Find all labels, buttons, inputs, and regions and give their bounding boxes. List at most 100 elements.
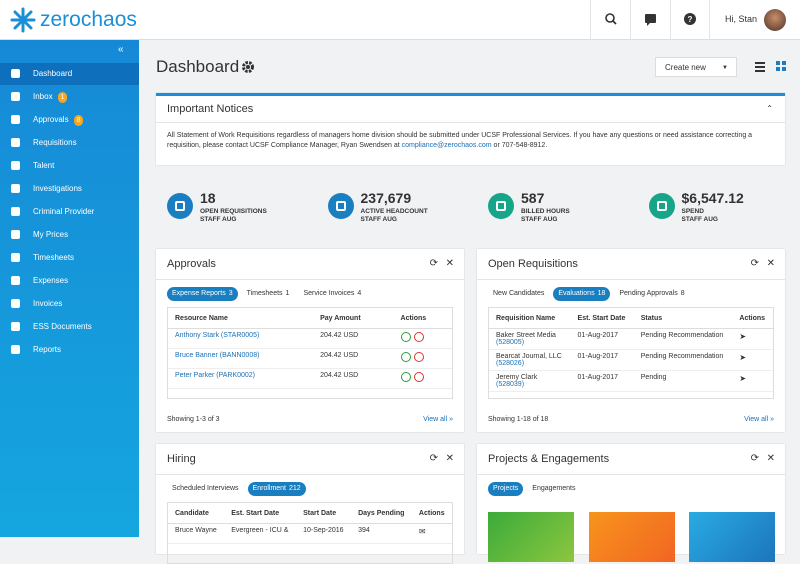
cell[interactable]: Peter Parker (PARK0002) — [168, 368, 314, 389]
nav-item[interactable]: Investigations — [0, 178, 139, 200]
nav-label: Criminal Provider — [33, 201, 94, 223]
stat-label: ACTIVE HEADCOUNT — [360, 208, 428, 215]
nav-item[interactable]: Approvals 8 — [0, 109, 139, 131]
close-button[interactable]: ✕ — [766, 453, 775, 464]
create-new-dropdown[interactable]: Create new ▼ — [655, 57, 737, 77]
refresh-button[interactable]: ⟳ — [750, 258, 759, 269]
nav-item[interactable]: Talent — [0, 155, 139, 177]
close-button[interactable]: ✕ — [445, 453, 454, 464]
close-button[interactable]: ✕ — [445, 258, 454, 269]
nav-icon — [11, 138, 20, 147]
cell: 204.42 USD — [313, 368, 394, 389]
cell: Pending — [633, 370, 733, 392]
nav-text: Dashboard — [33, 69, 73, 78]
approve-button[interactable] — [400, 332, 411, 342]
nav-text: Investigations — [33, 184, 82, 193]
panel-title: Projects & Engagements — [488, 453, 610, 465]
reject-button[interactable] — [413, 352, 424, 362]
row: Peter Parker (PARK0002) 204.42 USD — [168, 368, 452, 389]
actions: ➤ — [732, 370, 773, 392]
close-button[interactable]: ✕ — [766, 258, 775, 269]
nav-item[interactable]: Inbox 1 — [0, 86, 139, 108]
action-button[interactable]: ✉ — [418, 527, 426, 536]
nav-item[interactable]: Criminal Provider — [0, 201, 139, 223]
req-name: Baker Street Media — [496, 332, 556, 339]
project-tile[interactable] — [488, 512, 574, 562]
view-all-link[interactable]: View all » — [744, 416, 774, 423]
tab[interactable]: Enrollment 212 — [247, 482, 306, 496]
cell[interactable]: Anthony Stark (STAR0005) — [168, 328, 314, 349]
column-header: Days Pending — [351, 503, 412, 524]
column-header: Resource Name — [168, 308, 314, 329]
notices-link[interactable]: compliance@zerochaos.com — [401, 142, 492, 149]
nav-label: Invoices — [33, 293, 62, 315]
action-button[interactable]: ➤ — [739, 353, 747, 362]
tabs: New Candidates Evaluations 18 Pending Appro… — [488, 287, 694, 301]
collapse-button[interactable]: « — [118, 44, 124, 55]
nav-text: Inbox — [33, 92, 53, 101]
nav-item[interactable]: Expenses — [0, 270, 139, 292]
refresh-button[interactable]: ⟳ — [429, 258, 438, 269]
tab[interactable]: New Candidates — [488, 287, 549, 301]
project-tile[interactable] — [689, 512, 775, 562]
help-button[interactable]: ? — [670, 0, 710, 40]
nav-item[interactable]: Requisitions — [0, 132, 139, 154]
notices-header: Important Notices ⌃ — [156, 96, 785, 123]
actions: ✉ — [411, 523, 452, 544]
tab[interactable]: Scheduled Interviews — [167, 482, 244, 496]
refresh-button[interactable]: ⟳ — [750, 453, 759, 464]
project-tile[interactable] — [588, 512, 675, 562]
reject-button[interactable] — [413, 372, 424, 382]
req-id[interactable]: (528005) — [496, 339, 525, 346]
nav-text: Requisitions — [33, 138, 77, 147]
search-button[interactable] — [590, 0, 631, 40]
header-row: Resource Name Pay Amount Actions — [168, 308, 452, 329]
avatar[interactable] — [764, 9, 786, 31]
column-header: Pay Amount — [313, 308, 394, 329]
action-button[interactable]: ➤ — [739, 332, 747, 341]
view-all-link[interactable]: View all » — [423, 416, 453, 423]
column-header: Actions — [411, 503, 452, 524]
approve-button[interactable] — [400, 352, 411, 362]
panel-title: Open Requisitions — [488, 258, 578, 270]
settings-icon[interactable] — [241, 60, 255, 74]
tab-label: Enrollment — [252, 485, 287, 492]
messages-button[interactable] — [630, 0, 671, 40]
nav-item[interactable]: Timesheets — [0, 247, 139, 269]
tab[interactable]: Timesheets 1 — [242, 287, 295, 301]
panel-footer: Showing 1-18 of 18 View all » — [488, 416, 774, 423]
nav-item[interactable]: Reports — [0, 339, 139, 361]
nav-label: Requisitions — [33, 132, 77, 154]
refresh-button[interactable]: ⟳ — [429, 453, 438, 464]
grid-view-button[interactable] — [776, 61, 788, 73]
nav-label: ESS Documents — [33, 316, 92, 338]
nav-item[interactable]: Dashboard — [0, 63, 139, 85]
nav-item[interactable]: Invoices — [0, 293, 139, 315]
column-header: Est. Start Date — [570, 308, 634, 329]
panel-footer: Showing 1-3 of 3 View all » — [167, 416, 453, 423]
header-row: Candidate Est. Start Date Start Date Days P… — [168, 503, 452, 524]
tab[interactable]: Evaluations 18 — [553, 287, 611, 301]
nav-item[interactable]: ESS Documents — [0, 316, 139, 338]
greeting[interactable]: Hi, Stan — [725, 14, 758, 24]
stat-value: 237,679 — [360, 190, 412, 206]
cell: Pending Recommendation — [633, 349, 733, 371]
tab[interactable]: Expense Reports 3 — [167, 287, 238, 301]
req-id[interactable]: (528039) — [496, 381, 525, 388]
reject-button[interactable] — [413, 332, 424, 342]
cell[interactable]: Bruce Banner (BANN0008) — [168, 348, 314, 369]
tab[interactable]: Engagements — [527, 482, 580, 496]
tab[interactable]: Pending Approvals 8 — [614, 287, 689, 301]
req-id[interactable]: (528026) — [496, 360, 525, 367]
list-view-button[interactable] — [755, 61, 767, 73]
nav-icon — [11, 299, 20, 308]
tab-label: Service Invoices — [303, 290, 355, 297]
nav-item[interactable]: My Prices — [0, 224, 139, 246]
column-header: Candidate — [168, 503, 225, 524]
approve-button[interactable] — [400, 372, 411, 382]
tab[interactable]: Projects — [488, 482, 524, 496]
action-button[interactable]: ➤ — [739, 374, 747, 383]
stat-value: 18 — [200, 190, 216, 206]
tab[interactable]: Service Invoices 4 — [298, 287, 366, 301]
collapse-icon[interactable]: ⌃ — [766, 104, 773, 113]
